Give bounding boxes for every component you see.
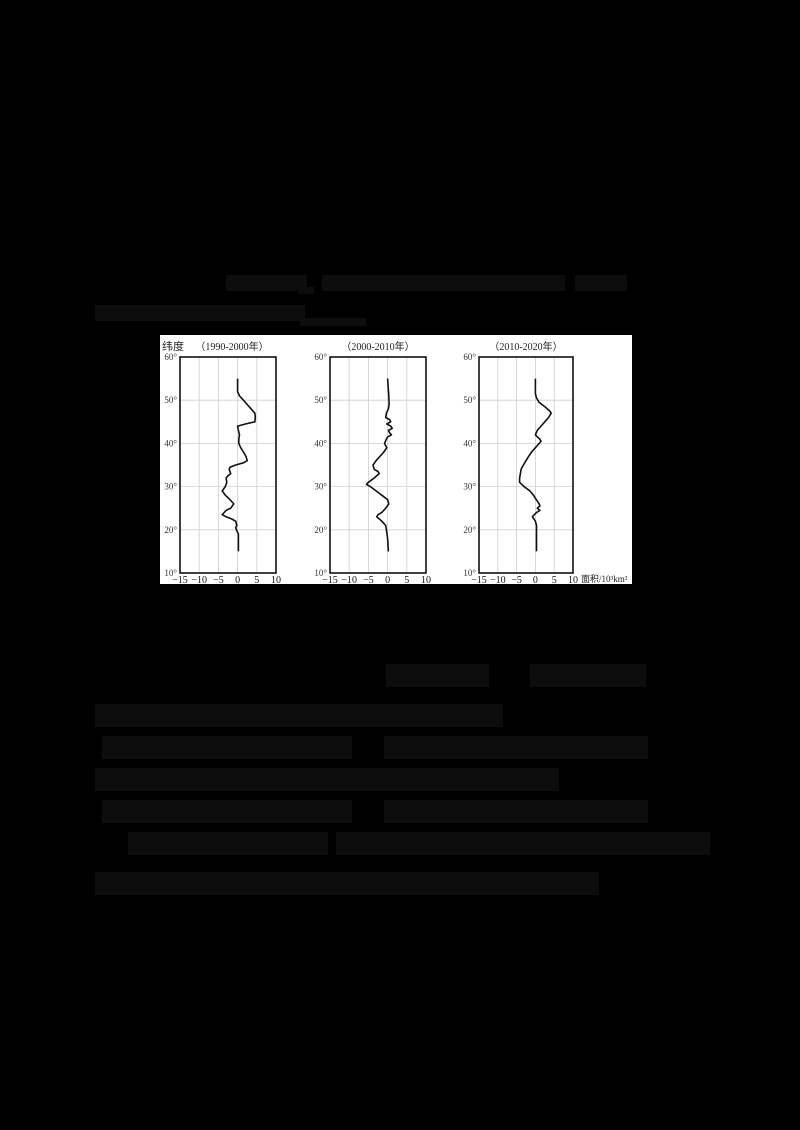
plot-frame xyxy=(329,356,427,574)
panel-2010-2020: 10° 20° 30° 40° 50° 60° −15 −10 −5 0 5 10 （2010-2020… xyxy=(463,340,578,586)
panel-2000-2010: 10° 20° 30° 40° 50° 60° −15 −10 −5 0 5 10 （2000-2010… xyxy=(314,340,431,586)
redacted-text xyxy=(384,736,648,759)
y-tick-label: 40° xyxy=(463,438,476,448)
redacted-text xyxy=(386,664,489,687)
redacted-text xyxy=(102,736,352,759)
x-tick-label: 10 xyxy=(421,575,431,586)
y-tick-label: 60° xyxy=(463,352,476,362)
figure-notch xyxy=(632,335,800,343)
data-line xyxy=(518,378,552,552)
y-tick-label: 10° xyxy=(314,568,327,578)
x-tick-label: −10 xyxy=(191,575,207,586)
x-tick-label: −5 xyxy=(213,575,224,586)
x-tick-label: −15 xyxy=(322,575,338,586)
x-tick-label: −15 xyxy=(172,575,188,586)
redacted-text xyxy=(95,704,503,727)
y-tick-label: 50° xyxy=(314,395,327,405)
redacted-text xyxy=(95,305,305,321)
data-line xyxy=(221,378,257,552)
y-tick-label: 10° xyxy=(164,568,177,578)
panel-1990-2000: 10° 20° 30° 40° 50° 60° −15 −10 −5 0 5 10 （1990-2000… xyxy=(164,340,281,586)
data-line xyxy=(365,378,393,552)
x-tick-label: 10 xyxy=(271,575,281,586)
panel-title: （1990-2000年） xyxy=(195,340,268,353)
x-tick-label: 10 xyxy=(568,575,578,586)
plot-frame xyxy=(179,356,277,574)
y-tick-label: 60° xyxy=(164,352,177,362)
x-tick-label: −5 xyxy=(363,575,374,586)
redacted-text xyxy=(336,832,710,855)
redacted-text xyxy=(575,275,627,291)
redacted-text xyxy=(384,800,648,823)
x-tick-label: −5 xyxy=(511,575,522,586)
y-axis-label: 纬度 xyxy=(162,339,184,353)
redacted-text xyxy=(95,872,599,895)
x-tick-label: −10 xyxy=(341,575,357,586)
y-tick-label: 30° xyxy=(463,482,476,492)
redacted-text xyxy=(300,318,366,326)
x-tick-label: 5 xyxy=(254,575,259,586)
x-tick-label: 5 xyxy=(552,575,557,586)
redacted-text xyxy=(102,800,352,823)
y-tick-label: 20° xyxy=(164,525,177,535)
panel-title: （2010-2020年） xyxy=(489,340,562,353)
y-tick-label: 50° xyxy=(463,395,476,405)
panel-title: （2000-2010年） xyxy=(341,340,414,353)
x-tick-label: 0 xyxy=(235,575,240,586)
y-tick-label: 20° xyxy=(314,525,327,535)
plot-frame xyxy=(478,356,574,574)
x-tick-label: 0 xyxy=(533,575,538,586)
x-axis-label: 面积/10³km² xyxy=(581,573,628,584)
x-tick-label: −15 xyxy=(471,575,487,586)
redacted-text xyxy=(95,768,559,791)
y-tick-label: 30° xyxy=(164,482,177,492)
y-tick-label: 60° xyxy=(314,352,327,362)
redacted-text xyxy=(298,287,314,294)
redacted-text xyxy=(226,275,307,291)
y-tick-label: 40° xyxy=(314,438,327,448)
y-tick-label: 50° xyxy=(164,395,177,405)
redacted-text xyxy=(322,275,565,291)
x-tick-label: 0 xyxy=(385,575,390,586)
x-tick-label: −10 xyxy=(490,575,506,586)
y-tick-label: 30° xyxy=(314,482,327,492)
x-tick-label: 5 xyxy=(404,575,409,586)
redacted-text xyxy=(128,832,328,855)
y-tick-label: 10° xyxy=(463,568,476,578)
redacted-text xyxy=(530,664,646,687)
y-tick-label: 20° xyxy=(463,525,476,535)
y-tick-label: 40° xyxy=(164,438,177,448)
